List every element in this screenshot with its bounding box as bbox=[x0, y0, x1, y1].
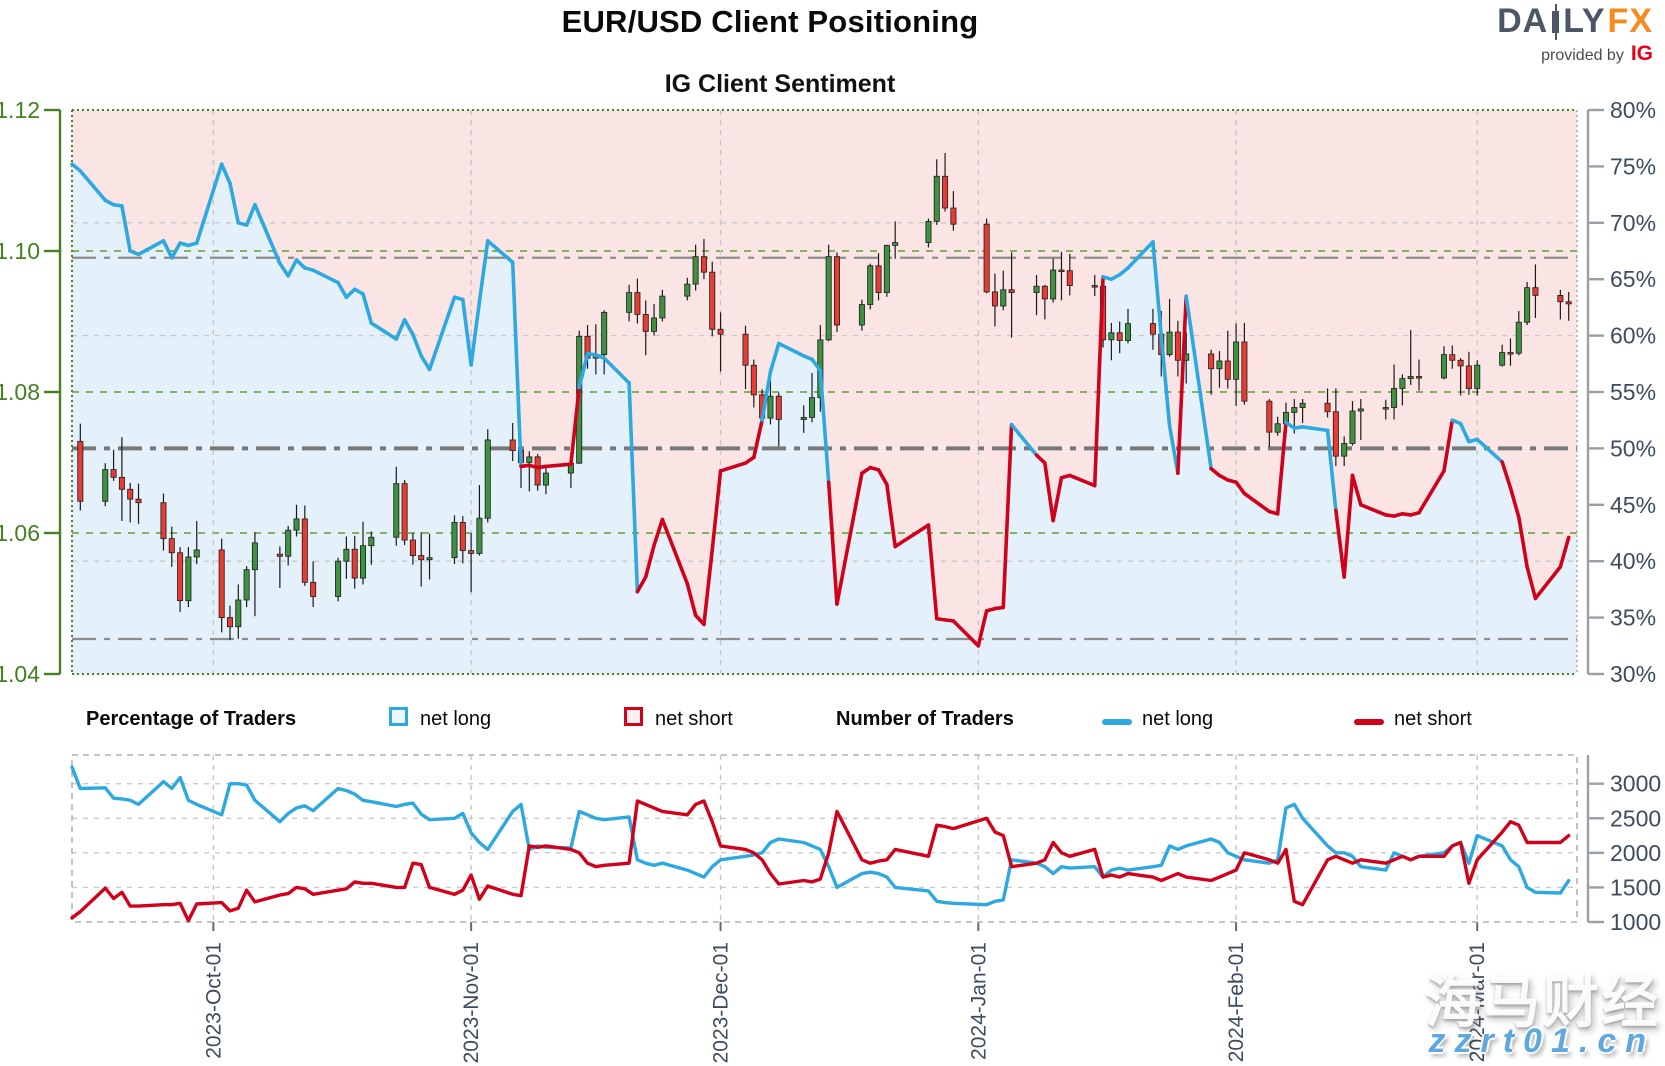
legend-percentage-of-traders-label: Percentage of Traders bbox=[86, 708, 297, 730]
plot-borders bbox=[71, 109, 1578, 675]
count-axis: 3000 2500 2000 1500 1000 bbox=[1586, 755, 1661, 935]
provided-by-line: provided by IG bbox=[1497, 41, 1653, 65]
legend-count-net-long-label[interactable]: net long bbox=[1142, 708, 1214, 730]
svg-text:55%: 55% bbox=[1610, 379, 1656, 405]
dailyfx-logo: DA LY FX provided by IG bbox=[1497, 2, 1653, 65]
svg-text:35%: 35% bbox=[1610, 605, 1656, 631]
price-axis: 1.12 1.10 1.08 1.06 1.04 bbox=[0, 97, 62, 687]
chart-subtitle: IG Client Sentiment bbox=[664, 70, 896, 98]
date-axis: 2023-Oct-01 2023-Nov-01 2023-Dec-01 2024-Ja… bbox=[202, 942, 1489, 1063]
candlestick-series bbox=[77, 153, 1572, 641]
svg-text:45%: 45% bbox=[1610, 492, 1656, 518]
ig-logo: IG bbox=[1630, 41, 1653, 65]
traders-count-chart bbox=[71, 754, 1578, 923]
svg-text:2024-Mar-01: 2024-Mar-01 bbox=[1466, 942, 1489, 1062]
svg-text:1000: 1000 bbox=[1610, 909, 1661, 935]
svg-text:65%: 65% bbox=[1610, 266, 1656, 292]
svg-text:1.10: 1.10 bbox=[0, 238, 40, 264]
legend-number-of-traders-label: Number of Traders bbox=[836, 708, 1014, 730]
svg-text:3000: 3000 bbox=[1610, 771, 1661, 797]
net-long-count-line bbox=[70, 765, 1571, 907]
legend-count-net-long-swatch[interactable] bbox=[1102, 719, 1132, 725]
svg-text:75%: 75% bbox=[1610, 153, 1656, 179]
svg-text:2023-Oct-01: 2023-Oct-01 bbox=[202, 942, 225, 1059]
logo-text-da: DA bbox=[1497, 2, 1549, 40]
legend-net-long-label[interactable]: net long bbox=[420, 708, 492, 730]
legend-net-short-swatch[interactable] bbox=[624, 707, 643, 726]
sentiment-background-layer bbox=[72, 110, 1577, 674]
percent-axis: 80% 75% 70% 65% 60% 55% 50% 45% 40% 35% 30% bbox=[1586, 97, 1656, 687]
svg-text:60%: 60% bbox=[1610, 323, 1656, 349]
svg-text:1.04: 1.04 bbox=[0, 661, 40, 687]
svg-text:1.12: 1.12 bbox=[0, 97, 40, 123]
page-title: EUR/USD Client Positioning bbox=[561, 4, 979, 39]
dailyfx-wordmark: DA LY FX bbox=[1497, 2, 1653, 40]
watermark-chinese: 海马财经 bbox=[1425, 971, 1661, 1034]
watermark-url: zzrt01.cn bbox=[1428, 1022, 1655, 1060]
candlestick-icon bbox=[1552, 3, 1560, 40]
svg-text:2500: 2500 bbox=[1610, 805, 1661, 831]
svg-text:1.06: 1.06 bbox=[0, 520, 40, 546]
legend-count-net-short-swatch[interactable] bbox=[1354, 719, 1384, 725]
provided-by-text: provided by bbox=[1541, 46, 1624, 64]
net-short-count-line bbox=[70, 799, 1571, 923]
svg-text:1500: 1500 bbox=[1610, 874, 1661, 900]
svg-text:30%: 30% bbox=[1610, 661, 1656, 687]
sentiment-line bbox=[70, 162, 1571, 648]
svg-text:2000: 2000 bbox=[1610, 840, 1661, 866]
logo-text-fx: FX bbox=[1607, 2, 1653, 40]
svg-text:2023-Dec-01: 2023-Dec-01 bbox=[710, 942, 733, 1063]
svg-text:40%: 40% bbox=[1610, 548, 1656, 574]
svg-text:80%: 80% bbox=[1610, 97, 1656, 123]
logo-text-ly: LY bbox=[1563, 2, 1606, 40]
legend-count-net-short-label[interactable]: net short bbox=[1394, 708, 1472, 730]
svg-text:1.08: 1.08 bbox=[0, 379, 40, 405]
legend-net-short-label[interactable]: net short bbox=[655, 708, 733, 730]
svg-text:2024-Jan-01: 2024-Jan-01 bbox=[967, 942, 990, 1060]
svg-text:2024-Feb-01: 2024-Feb-01 bbox=[1225, 942, 1248, 1062]
svg-text:2023-Nov-01: 2023-Nov-01 bbox=[460, 942, 483, 1063]
svg-text:70%: 70% bbox=[1610, 210, 1656, 236]
legend-net-long-swatch[interactable] bbox=[389, 707, 408, 726]
svg-text:50%: 50% bbox=[1610, 435, 1656, 461]
